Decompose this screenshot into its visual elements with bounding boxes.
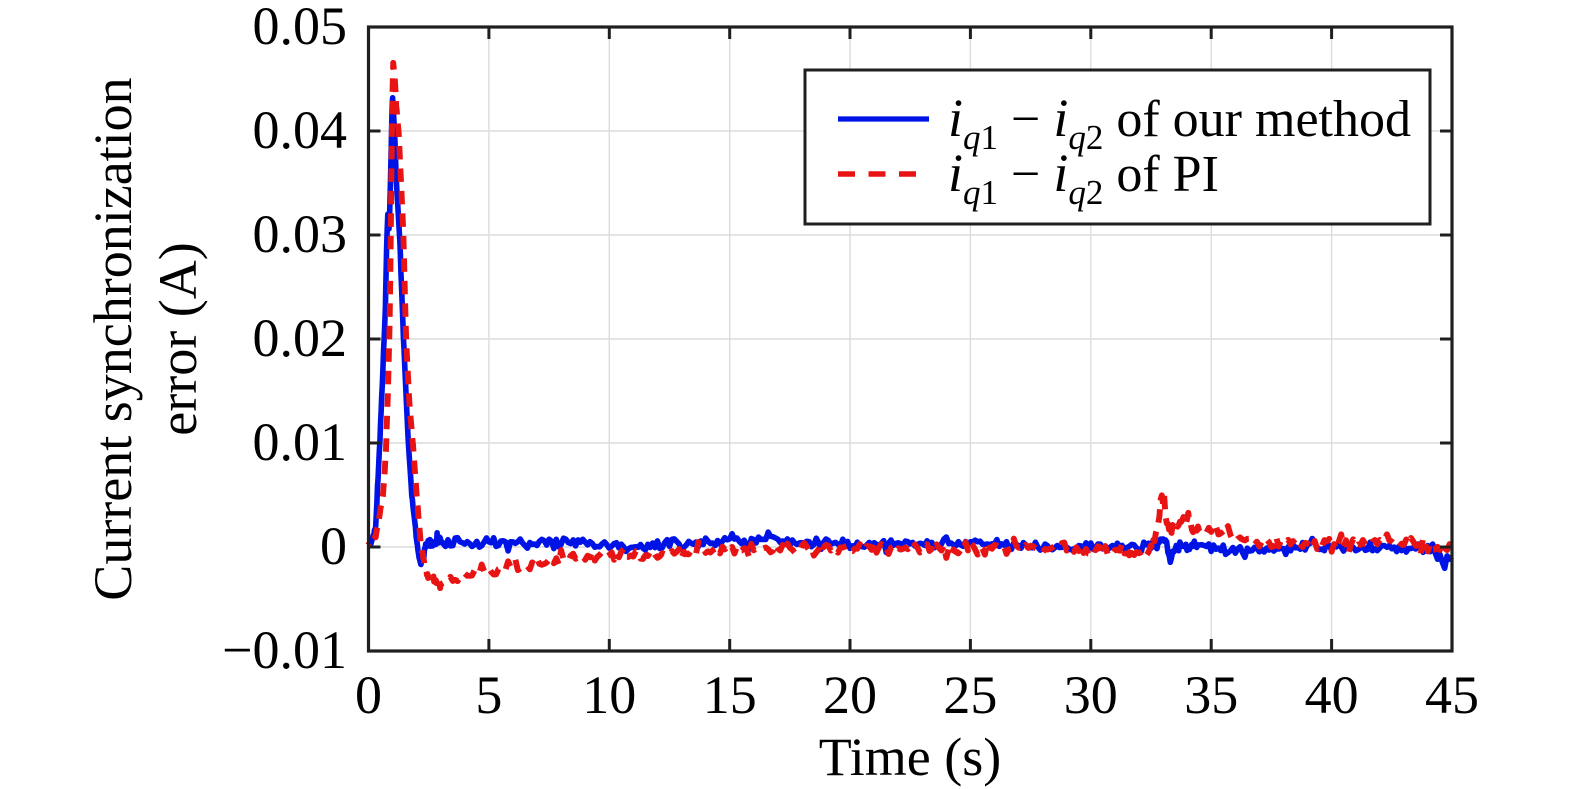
svg-text:0.05: 0.05 <box>253 0 348 56</box>
svg-text:−0.01: −0.01 <box>222 620 347 680</box>
svg-text:0.01: 0.01 <box>253 412 348 472</box>
svg-text:0.03: 0.03 <box>253 204 348 264</box>
svg-text:45: 45 <box>1425 665 1479 725</box>
svg-text:10: 10 <box>582 665 636 725</box>
svg-text:iq1 − iq2 of our method: iq1 − iq2 of our method <box>948 88 1411 157</box>
svg-text:Current synchronization: Current synchronization <box>83 77 143 600</box>
svg-text:20: 20 <box>823 665 877 725</box>
svg-text:error (A): error (A) <box>148 242 208 435</box>
svg-text:Time (s): Time (s) <box>819 727 1002 787</box>
svg-text:15: 15 <box>703 665 757 725</box>
svg-text:0: 0 <box>320 516 347 576</box>
svg-text:0.04: 0.04 <box>253 100 348 160</box>
svg-text:iq1 − iq2 of PI: iq1 − iq2 of PI <box>948 143 1219 212</box>
svg-text:35: 35 <box>1184 665 1238 725</box>
svg-text:5: 5 <box>475 665 502 725</box>
svg-text:30: 30 <box>1064 665 1118 725</box>
svg-text:25: 25 <box>943 665 997 725</box>
svg-text:0: 0 <box>355 665 382 725</box>
svg-text:0.02: 0.02 <box>253 308 348 368</box>
svg-text:40: 40 <box>1305 665 1359 725</box>
